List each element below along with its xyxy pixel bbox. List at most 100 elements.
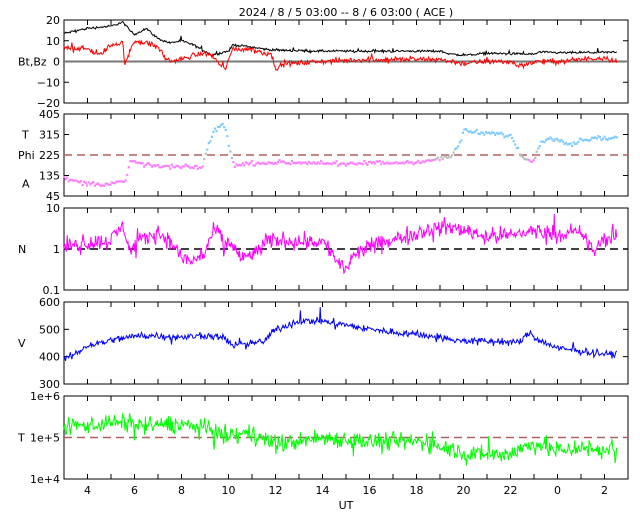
phi-point xyxy=(483,133,486,136)
phi-point xyxy=(200,166,203,170)
phi-point xyxy=(344,164,347,167)
phi-point xyxy=(455,147,458,150)
phi-point xyxy=(201,165,204,168)
phi-point xyxy=(243,164,246,167)
phi-point xyxy=(335,160,338,163)
phi-point xyxy=(300,162,303,165)
y-tick-label: 0 xyxy=(53,56,60,69)
phi-point xyxy=(506,135,509,138)
panel-density: 10 1 0.1 N xyxy=(18,202,629,297)
phi-point xyxy=(216,125,220,128)
phi-point xyxy=(583,138,586,142)
phi-point xyxy=(355,163,358,166)
phi-point xyxy=(544,139,548,142)
phi-point xyxy=(346,162,349,165)
phi-point xyxy=(172,165,175,168)
phi-point xyxy=(163,164,166,168)
phi-point xyxy=(372,160,375,164)
x-tick-label: 18 xyxy=(410,484,424,497)
phi-point xyxy=(112,181,115,185)
phi-point xyxy=(423,160,426,164)
phi-point xyxy=(170,163,173,166)
phi-point xyxy=(464,127,468,131)
phi-point xyxy=(609,137,612,140)
phi-point xyxy=(156,164,160,167)
phi-point xyxy=(81,183,84,187)
phi-point xyxy=(193,164,197,168)
phi-point xyxy=(226,135,229,138)
phi-point xyxy=(332,161,335,164)
phi-point xyxy=(207,142,210,145)
phi-point xyxy=(189,166,192,169)
phi-point xyxy=(246,162,249,165)
y-tick-label: 20 xyxy=(46,14,60,27)
phi-point xyxy=(281,160,284,163)
phi-point xyxy=(284,162,287,165)
phi-point xyxy=(309,162,312,165)
phi-point xyxy=(127,166,130,169)
phi-point xyxy=(73,179,76,182)
phi-point xyxy=(427,159,431,162)
phi-point xyxy=(235,163,238,166)
phi-point xyxy=(461,131,464,134)
phi-point xyxy=(603,135,606,138)
phi-point xyxy=(198,166,201,169)
phi-point xyxy=(540,140,543,143)
phi-point xyxy=(240,164,243,167)
phi-point xyxy=(247,163,250,166)
phi-point xyxy=(361,163,364,166)
phi-point xyxy=(343,162,346,165)
series-Bz xyxy=(63,39,618,71)
phi-point xyxy=(289,163,292,166)
phi-point xyxy=(220,124,223,127)
series-V xyxy=(63,306,618,361)
phi-point xyxy=(92,181,95,184)
phi-point xyxy=(549,136,552,139)
panel-mag: 20 10 0 −10 −20 Bt,Bz xyxy=(18,14,629,110)
phi-point xyxy=(395,161,398,164)
phi-point xyxy=(350,161,354,164)
phi-point xyxy=(318,162,321,165)
phi-point xyxy=(258,162,261,165)
phi-point xyxy=(611,136,614,140)
phi-point xyxy=(181,165,184,168)
phi-point xyxy=(404,160,407,164)
x-tick-label: 0 xyxy=(554,484,561,497)
phi-point xyxy=(249,161,252,164)
phi-point xyxy=(477,132,480,135)
phi-point xyxy=(272,162,275,166)
phi-point xyxy=(571,144,574,148)
x-tick-label: 6 xyxy=(131,484,138,497)
phi-point xyxy=(118,180,121,183)
phi-point xyxy=(270,161,274,165)
phi-point xyxy=(261,161,264,164)
phi-point xyxy=(204,152,207,155)
x-tick-label: 16 xyxy=(363,484,377,497)
phi-point xyxy=(273,162,277,165)
phi-point xyxy=(64,178,67,181)
phi-point xyxy=(110,181,113,184)
phi-point xyxy=(497,132,500,136)
phi-point xyxy=(608,137,611,140)
phi-point xyxy=(494,133,497,136)
y-tick-label: 405 xyxy=(39,108,60,121)
phi-point xyxy=(561,140,565,143)
phi-point xyxy=(449,156,452,159)
phi-point xyxy=(286,162,289,165)
phi-point xyxy=(255,162,258,165)
phi-point xyxy=(132,160,135,163)
phi-point xyxy=(323,162,326,165)
phi-point xyxy=(303,161,306,164)
phi-point xyxy=(183,165,186,168)
phi-point xyxy=(333,161,337,165)
phi-point xyxy=(256,161,260,164)
phi-point xyxy=(492,131,495,135)
phi-point xyxy=(146,162,149,165)
phi-point xyxy=(340,162,343,165)
y-axis-label: A xyxy=(22,178,30,191)
phi-point xyxy=(317,161,320,164)
y-tick-label: 1e+5 xyxy=(30,432,60,445)
phi-point xyxy=(166,164,169,168)
phi-point xyxy=(417,159,420,162)
phi-point xyxy=(429,159,432,162)
